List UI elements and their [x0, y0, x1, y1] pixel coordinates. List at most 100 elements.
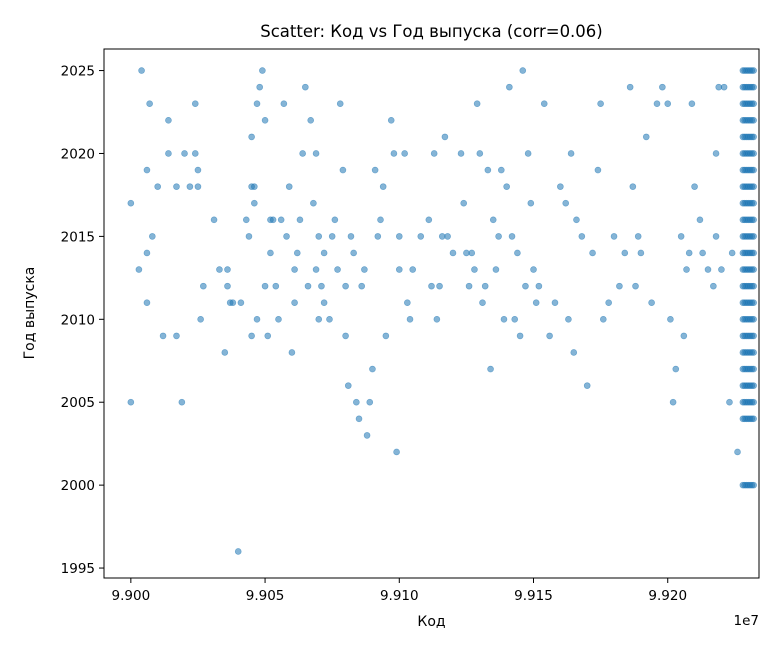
data-point: [320, 249, 328, 257]
data-point: [382, 332, 390, 340]
data-point: [353, 398, 360, 406]
data-point: [135, 266, 143, 273]
data-point: [417, 233, 425, 240]
data-point: [704, 266, 712, 273]
data-point: [285, 183, 293, 190]
data-point: [221, 349, 229, 356]
data-point: [269, 216, 277, 224]
data-point: [750, 67, 757, 74]
data-point: [261, 282, 269, 290]
data-point: [750, 266, 757, 273]
data-point: [570, 349, 578, 356]
data-point: [433, 315, 441, 323]
data-point: [573, 216, 580, 224]
data-point: [710, 282, 717, 290]
data-point: [224, 282, 231, 290]
data-point: [149, 233, 156, 240]
data-point: [750, 100, 757, 108]
data-point: [350, 249, 357, 257]
data-point: [718, 266, 725, 273]
y-axis: 1995 2000 2005 2010 2015 2020 2025: [61, 64, 104, 577]
data-point: [524, 150, 532, 157]
data-point: [750, 83, 757, 91]
data-point: [251, 199, 258, 207]
data-point: [369, 365, 376, 373]
data-point: [253, 315, 261, 323]
data-point: [468, 249, 476, 257]
data-point: [444, 233, 451, 240]
data-point: [471, 266, 478, 273]
data-points: [127, 67, 757, 555]
data-point: [326, 315, 333, 323]
data-point: [476, 150, 484, 157]
data-point: [532, 299, 540, 307]
data-point: [500, 315, 508, 323]
data-point: [191, 100, 199, 108]
data-point: [143, 249, 151, 257]
data-point: [487, 365, 494, 373]
data-point: [181, 150, 188, 157]
data-point: [750, 133, 757, 141]
data-point: [495, 233, 502, 240]
data-point: [261, 117, 269, 124]
data-point: [173, 332, 180, 340]
data-point: [361, 266, 368, 273]
data-point: [669, 398, 677, 406]
data-point: [229, 299, 237, 307]
data-point: [457, 150, 465, 157]
data-point: [677, 233, 685, 240]
data-point: [449, 249, 457, 257]
data-point: [331, 216, 339, 224]
data-point: [648, 299, 655, 307]
data-point: [659, 83, 666, 91]
data-point: [680, 332, 688, 340]
data-point: [530, 266, 537, 273]
x-axis-label: Код: [417, 614, 445, 630]
data-point: [304, 282, 312, 290]
data-point: [516, 332, 524, 340]
data-point: [728, 249, 736, 257]
x-axis-offset-label: 1e7: [734, 613, 759, 629]
x-tick-label: 9.920: [648, 588, 687, 604]
data-point: [267, 249, 274, 257]
data-point: [583, 382, 591, 389]
data-point: [750, 481, 757, 489]
data-point: [379, 183, 387, 190]
data-point: [280, 100, 288, 108]
data-point: [409, 266, 417, 273]
data-point: [546, 332, 553, 340]
data-point: [479, 299, 486, 307]
data-point: [428, 282, 435, 290]
data-point: [154, 183, 161, 190]
data-point: [312, 150, 320, 157]
data-point: [242, 216, 250, 224]
data-point: [127, 398, 135, 406]
data-point: [481, 282, 489, 290]
data-point: [616, 282, 623, 290]
chart-title: Scatter: Код vs Год выпуска (corr=0.06): [260, 22, 603, 41]
data-point: [750, 398, 757, 406]
x-tick-label: 9.910: [380, 588, 419, 604]
data-point: [194, 183, 202, 190]
data-point: [664, 100, 672, 108]
data-point: [358, 282, 366, 290]
data-point: [750, 282, 757, 290]
data-point: [750, 150, 757, 157]
y-tick-label: 2015: [61, 229, 95, 245]
data-point: [750, 365, 757, 373]
data-point: [514, 249, 521, 257]
data-point: [344, 382, 352, 389]
data-point: [401, 150, 408, 157]
data-point: [642, 133, 650, 141]
data-point: [667, 315, 674, 323]
y-tick-label: 2005: [61, 395, 95, 411]
data-point: [511, 315, 519, 323]
data-point: [465, 282, 473, 290]
data-point: [508, 233, 516, 240]
data-point: [734, 448, 741, 456]
data-point: [484, 166, 492, 174]
data-point: [395, 266, 403, 273]
data-point: [750, 117, 757, 124]
data-point: [750, 233, 757, 240]
y-tick-label: 2010: [61, 312, 95, 328]
